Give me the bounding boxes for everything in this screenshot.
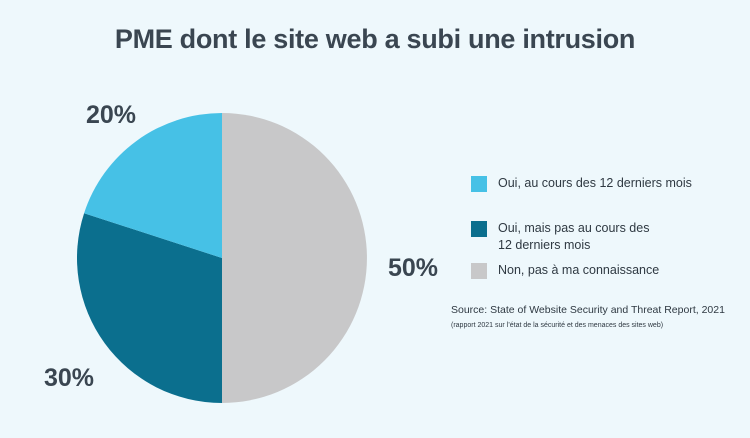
legend-swatch bbox=[471, 176, 487, 192]
source-note: Source: State of Website Security and Th… bbox=[451, 304, 725, 316]
slice-label-oui-pas-12-mois: 30% bbox=[44, 364, 95, 392]
pie-slice-1 bbox=[77, 213, 222, 403]
source-subnote: (rapport 2021 sur l’état de la sécurité … bbox=[451, 322, 664, 329]
slice-label-non: 50% bbox=[388, 254, 439, 282]
legend-item-non: Non, pas à ma connaissance bbox=[471, 262, 728, 279]
chart-title: PME dont le site web a subi une intrusio… bbox=[114, 24, 636, 54]
legend-label: Oui, mais pas au cours des 12 derniers m… bbox=[498, 221, 650, 252]
legend-label: Oui, au cours des 12 derniers mois bbox=[498, 176, 692, 190]
legend-item-oui-12-mois: Oui, au cours des 12 derniers mois bbox=[471, 175, 728, 192]
pie-slice-0 bbox=[222, 113, 367, 403]
slice-label-oui-12-mois: 20% bbox=[86, 101, 137, 129]
pie-slice-2 bbox=[84, 113, 222, 258]
legend-label: Non, pas à ma connaissance bbox=[498, 263, 660, 277]
legend-item-oui-pas-12-mois: Oui, mais pas au cours des 12 derniers m… bbox=[471, 220, 663, 254]
legend-swatch bbox=[471, 263, 487, 279]
legend-swatch bbox=[471, 221, 487, 237]
